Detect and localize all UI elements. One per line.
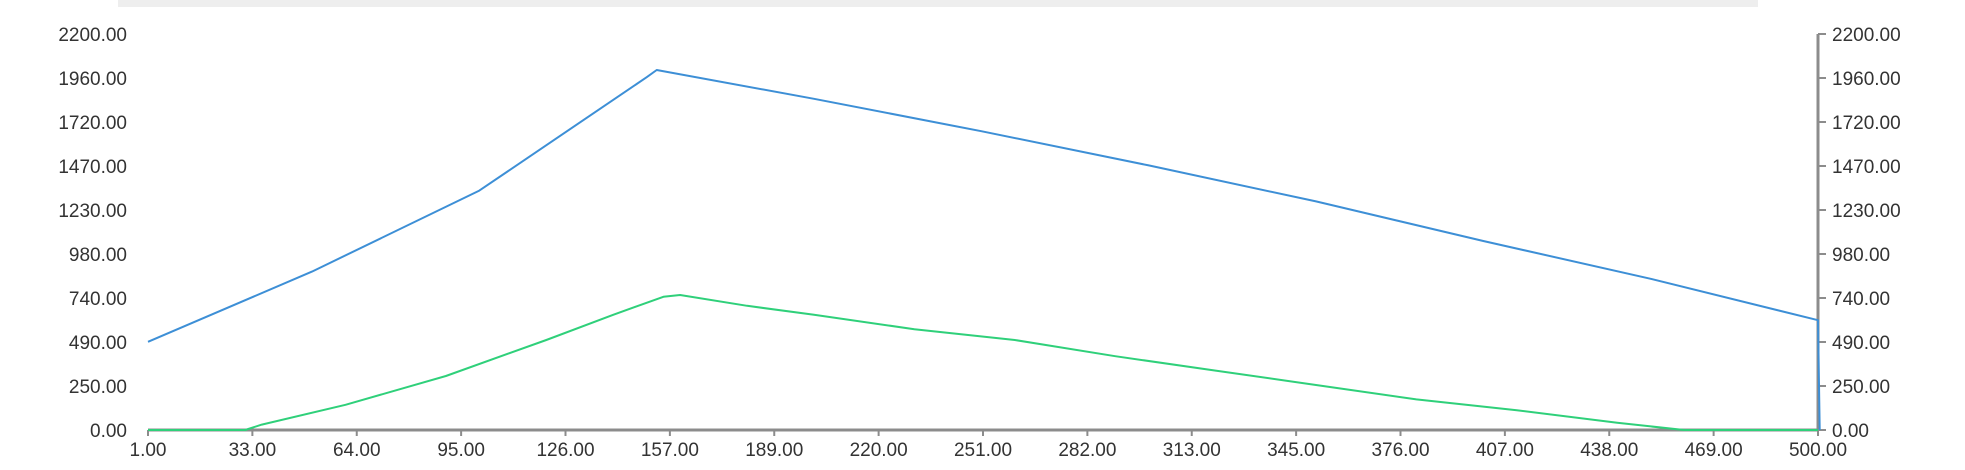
y-axis-right: 0.00 250.00 490.00 740.00 980.00 1230.00 1470.… [1816, 25, 1901, 442]
y-tick-label-left: 0.00 [90, 421, 127, 442]
x-tick-label: 189.00 [745, 440, 803, 461]
y-tick-label-right: 1230.00 [1832, 201, 1901, 222]
x-tick-label: 313.00 [1163, 440, 1221, 461]
y-tick-label-right: 490.00 [1832, 333, 1890, 354]
y-tick-label-right: 1720.00 [1832, 113, 1901, 134]
x-tick-label: 64.00 [333, 440, 381, 461]
y-tick-label-left: 1470.00 [58, 157, 127, 178]
series-layer [147, 69, 1821, 431]
y-tick-label-left: 250.00 [69, 377, 127, 398]
x-tick-label: 376.00 [1371, 440, 1429, 461]
x-tick-label: 438.00 [1580, 440, 1638, 461]
y-tick-label-left: 1720.00 [58, 113, 127, 134]
x-tick-label: 500.00 [1789, 440, 1847, 461]
x-tick-label: 33.00 [229, 440, 277, 461]
x-tick-label: 345.00 [1267, 440, 1325, 461]
y-tick-label-right: 1470.00 [1832, 157, 1901, 178]
y-tick-label-right: 2200.00 [1832, 25, 1901, 46]
y-tick-label-right: 0.00 [1832, 421, 1869, 442]
x-tick-label: 220.00 [850, 440, 908, 461]
x-tick-label: 1.00 [130, 440, 167, 461]
y-tick-label-right: 250.00 [1832, 377, 1890, 398]
y-tick-label-left: 2200.00 [58, 25, 127, 46]
x-tick-label: 282.00 [1058, 440, 1116, 461]
y-tick-label-left: 1230.00 [58, 201, 127, 222]
x-tick-label: 407.00 [1476, 440, 1534, 461]
y-tick-label-right: 740.00 [1832, 289, 1890, 310]
x-tick-label: 469.00 [1685, 440, 1743, 461]
y-tick-label-right: 980.00 [1832, 245, 1890, 266]
y-tick-label-left: 740.00 [69, 289, 127, 310]
y-axis-left: 0.00 250.00 490.00 740.00 980.00 1230.00 1470.… [58, 25, 127, 442]
x-tick-label: 126.00 [536, 440, 594, 461]
y-tick-label-left: 490.00 [69, 333, 127, 354]
x-axis: 1.00 33.00 64.00 95.00 126.00 157.00 189.00 220… [130, 428, 1847, 461]
series-line-2 [148, 294, 1818, 431]
y-tick-label-left: 1960.00 [58, 69, 127, 90]
x-tick-label: 157.00 [641, 440, 699, 461]
series-line-1 [147, 69, 1821, 431]
y-tick-label-left: 980.00 [69, 245, 127, 266]
top-scroll-bar [118, 0, 1758, 7]
x-tick-label: 95.00 [437, 440, 485, 461]
x-tick-label: 251.00 [954, 440, 1012, 461]
y-tick-label-right: 1960.00 [1832, 69, 1901, 90]
